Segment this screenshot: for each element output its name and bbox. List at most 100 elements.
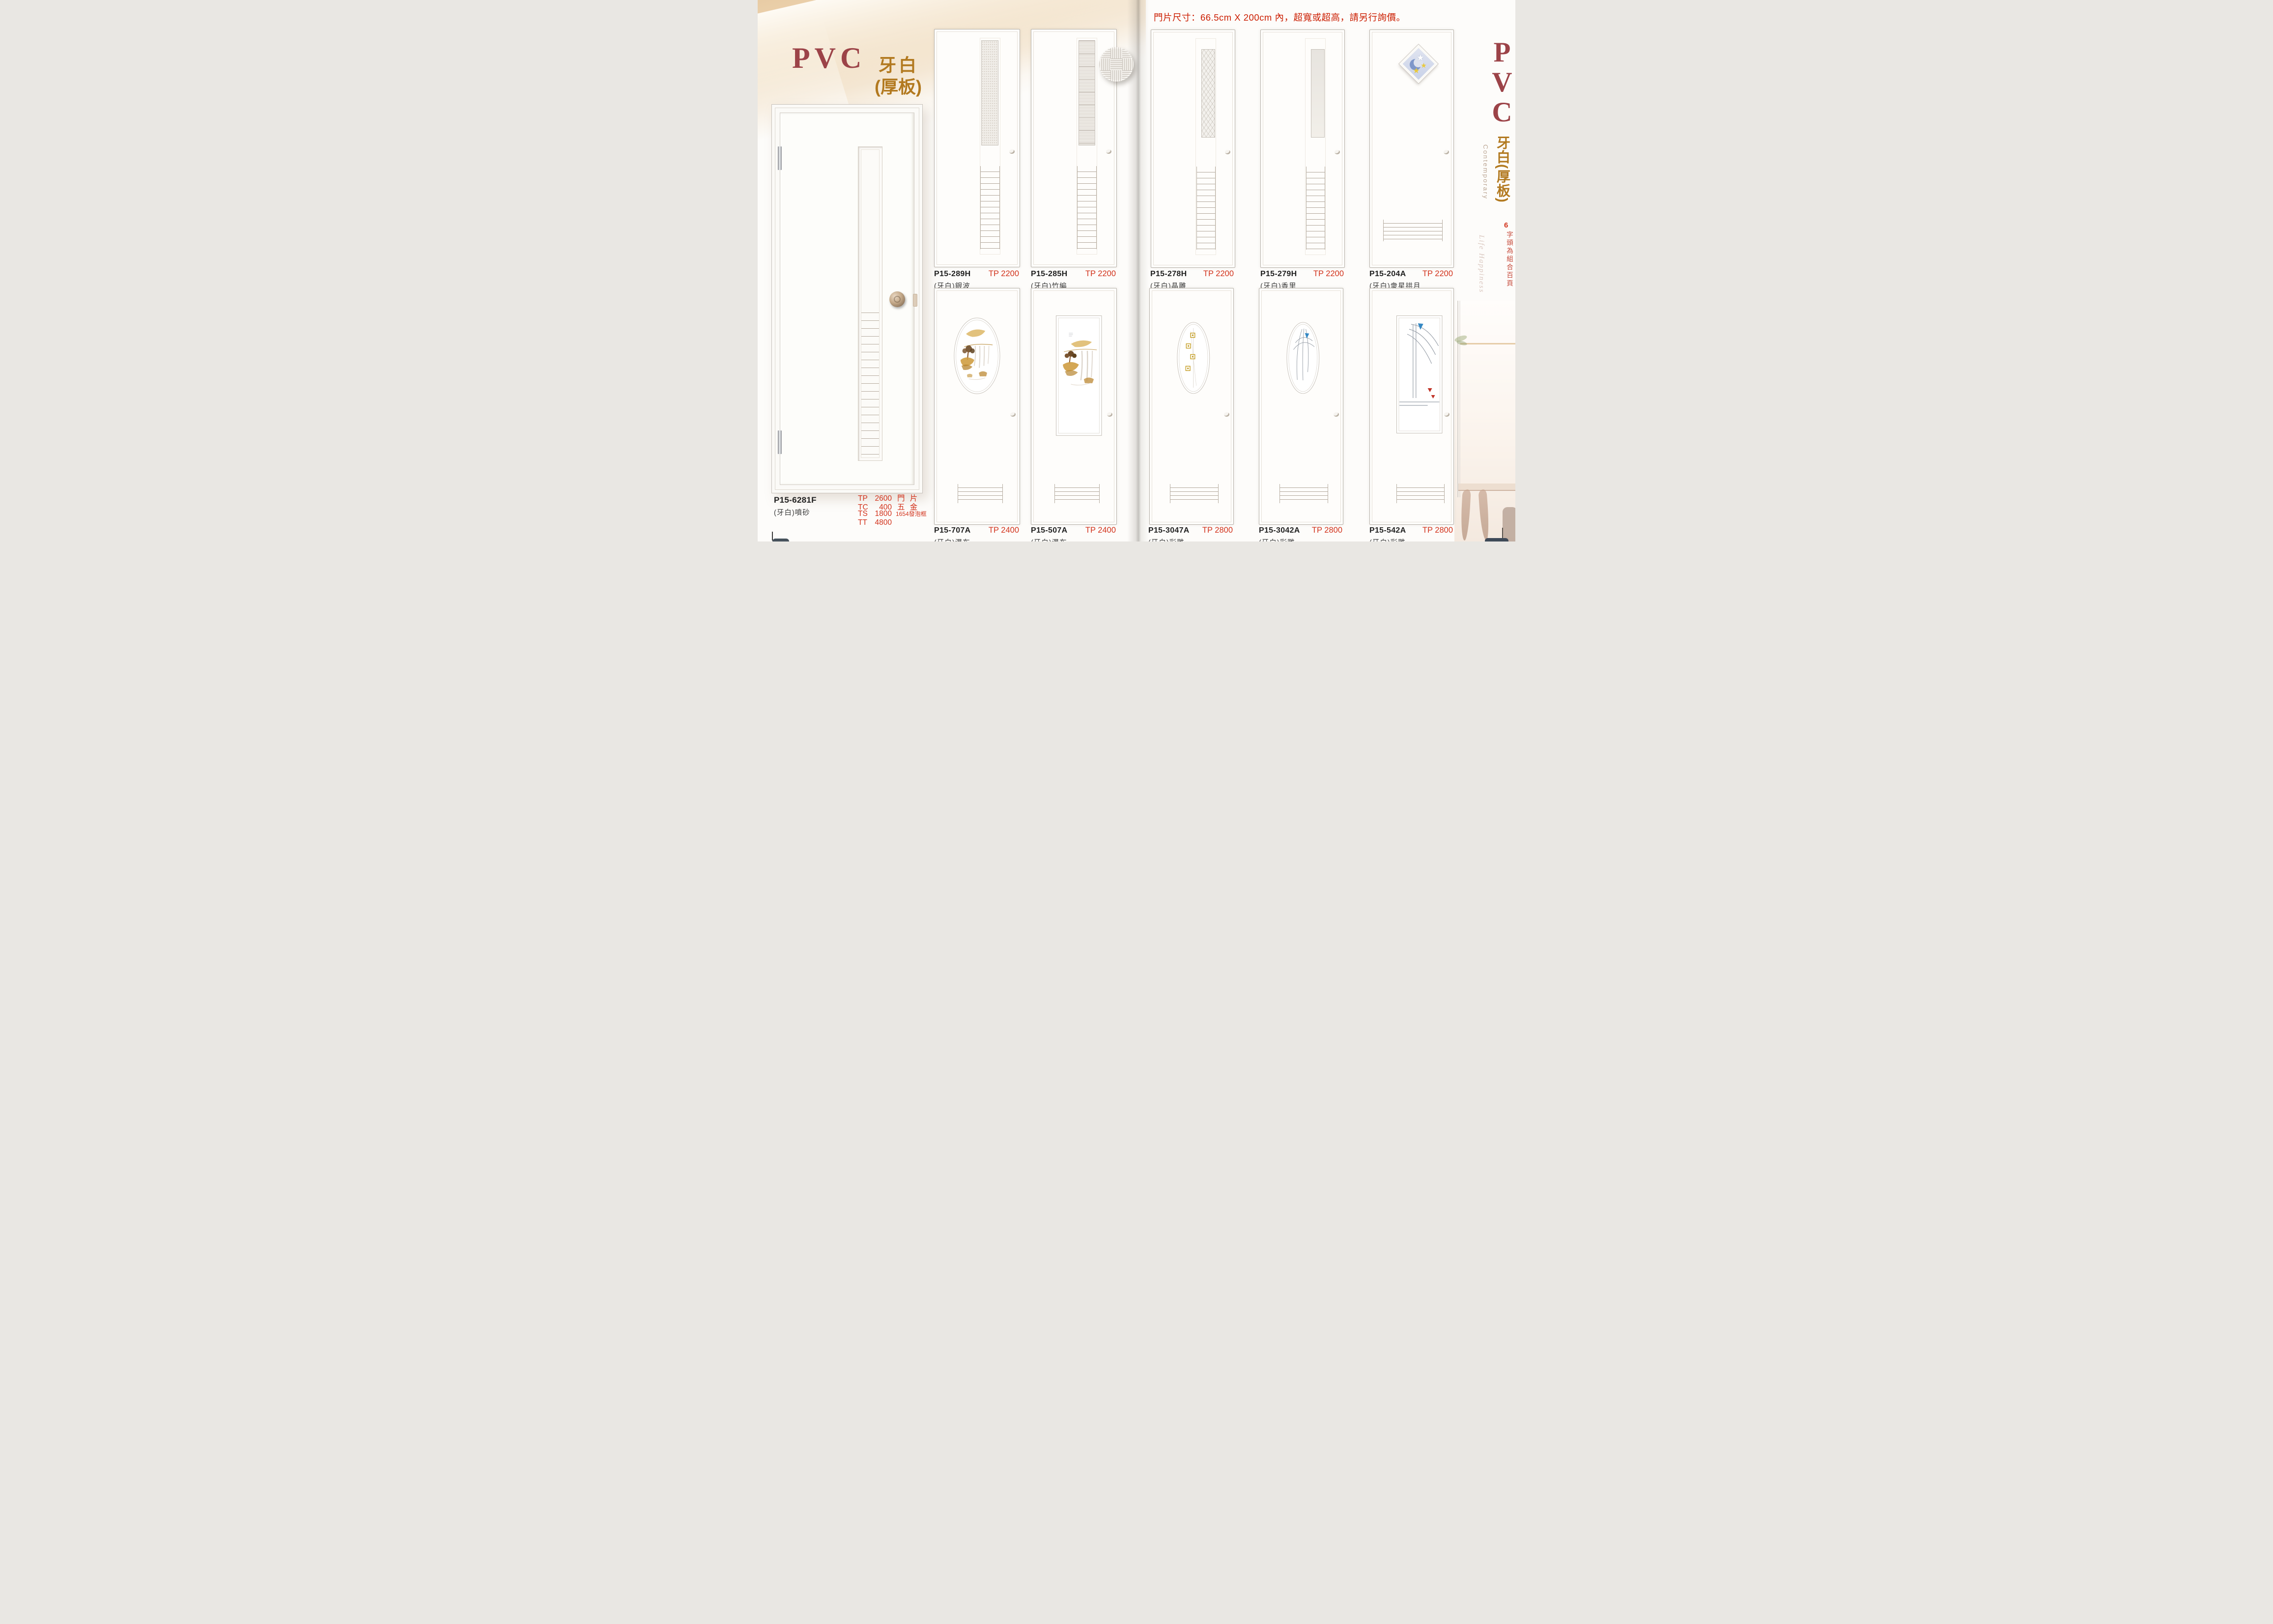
- door-knob: [1010, 412, 1016, 417]
- product-label: P15-542A TP 2800 (牙白)彩雕: [1369, 526, 1453, 541]
- sidebar-letter: P: [1493, 37, 1511, 68]
- product-price: TP 2400: [988, 526, 1019, 535]
- door-inner-line: [1152, 290, 1231, 522]
- door-knob: [889, 291, 905, 307]
- door-knob: [1334, 149, 1340, 154]
- door-image-p15-507a: [1031, 288, 1117, 525]
- product-code: P15-289H: [934, 270, 971, 278]
- photo-line: [772, 532, 773, 541]
- price-row: TC 400 五 金: [858, 501, 941, 512]
- product-code: P15-3042A: [1259, 526, 1300, 535]
- rect-waterfall-art: [1056, 315, 1102, 436]
- door-inner-line: [1372, 290, 1451, 522]
- door-image-p15-3047a: [1149, 288, 1234, 525]
- sidebar-letter: C: [1492, 97, 1512, 128]
- glass-panel: [981, 40, 998, 146]
- door-knob: [1009, 149, 1015, 154]
- door-inner-line: [937, 290, 1018, 522]
- door-image-p15-204a: ★ ★ ★: [1369, 29, 1454, 268]
- price-label: TC: [858, 503, 868, 512]
- product-name: (牙白)瀑布: [1031, 537, 1116, 541]
- product-code: P15-285H: [1031, 270, 1068, 278]
- weave-patch: [1110, 58, 1122, 70]
- product-code: P15-278H: [1150, 270, 1187, 278]
- louver-vent: [861, 305, 879, 456]
- star-icon: ★: [1417, 53, 1424, 63]
- sidebar-letter: V: [1492, 67, 1512, 98]
- price-label: TP: [858, 494, 868, 503]
- door-knob: [1334, 412, 1339, 417]
- product-price: TP 2200: [1203, 269, 1234, 278]
- sidebar-tagline: Life Happiness: [1477, 235, 1485, 293]
- rect-fan-art: [1396, 315, 1443, 434]
- catalog-page: 門片尺寸：66.5cm X 200cm 內，超寬或超高，請另行詢價。 PVC 牙…: [758, 0, 1515, 541]
- price-note: 五 金: [897, 503, 919, 512]
- louver-vent: [957, 484, 1003, 503]
- hinge-icon: [778, 430, 782, 454]
- louver-vent: [980, 166, 1000, 249]
- panel-bevel: [861, 149, 880, 458]
- sidebar-color-board: 牙白(厚板): [1495, 136, 1510, 203]
- texture-detail-circle: [1099, 47, 1134, 82]
- recessed-field: [979, 37, 1001, 255]
- door-image-p15-278h: [1151, 29, 1235, 268]
- door-image-p15-3042a: [1259, 288, 1343, 525]
- product-label: P15-707A TP 2400 (牙白)瀑布: [934, 526, 1019, 541]
- weave-patch: [1122, 58, 1134, 70]
- product-price: TP 2400: [1085, 526, 1116, 535]
- product-code: P15-279H: [1260, 270, 1297, 278]
- series-note: 字頭為組合百頁: [1506, 231, 1513, 288]
- oval-squares-art: [1176, 321, 1211, 395]
- door-inner-line: [1261, 290, 1341, 522]
- door-inner-line: [1033, 290, 1114, 522]
- glass-panel: [1201, 49, 1215, 138]
- louver-vent: [1054, 484, 1100, 503]
- product-price: TP 2800: [1202, 526, 1233, 535]
- featured-label: P15-6281F (牙白)噴砂: [774, 495, 855, 517]
- price-row: TT 4800: [858, 518, 941, 527]
- door-inner-line: [1372, 32, 1451, 265]
- door-image-p15-279h: [1260, 29, 1345, 268]
- frame-molding: [775, 108, 919, 490]
- product-price: TP 2800: [1422, 526, 1453, 535]
- recessed-field: [1305, 38, 1326, 256]
- sidebar-brand: P V C: [1488, 37, 1515, 127]
- louver-vent: [1196, 166, 1216, 250]
- table-leg: [1460, 489, 1471, 541]
- sidebar-contemporary: Contemporary: [1482, 144, 1489, 200]
- product-price: TP 2200: [1085, 269, 1116, 278]
- door-knob: [1443, 149, 1449, 154]
- room-photo-fragment: [1454, 301, 1515, 541]
- product-price: TP 2200: [1313, 269, 1344, 278]
- product-name: (牙白)瀑布: [934, 537, 1019, 541]
- price-value: 2600: [875, 494, 892, 503]
- product-code: P15-707A: [934, 526, 971, 535]
- price-value: 400: [879, 503, 892, 512]
- star-icon: ★: [1413, 67, 1420, 76]
- door-knob: [1224, 149, 1230, 154]
- door-inner-line: [1263, 32, 1342, 265]
- glass-panel: [1079, 40, 1095, 146]
- door-inner-line: [1033, 31, 1114, 265]
- price-note: 1654發泡框: [896, 511, 927, 517]
- product-name: (牙白)彩雕: [1369, 537, 1453, 541]
- brand-pvc: PVC: [792, 42, 866, 74]
- weave-patch: [1110, 47, 1122, 59]
- louver-vent: [1077, 166, 1097, 249]
- louver-vent: [1396, 484, 1445, 503]
- hinge-icon: [778, 146, 782, 170]
- dark-object: [1485, 538, 1508, 541]
- recessed-field: [1195, 38, 1217, 256]
- product-code: P15-6281F: [774, 495, 817, 505]
- diamond-ornament: ★ ★ ★: [1398, 44, 1439, 85]
- weave-patch: [1099, 58, 1111, 70]
- page-title: PVC 牙白 (厚板): [792, 43, 939, 97]
- product-price: TP 2200: [1422, 269, 1453, 278]
- product-price: TP 2800: [1311, 526, 1342, 535]
- product-code: P15-542A: [1369, 526, 1406, 535]
- table-top: [1458, 484, 1515, 491]
- product-code: P15-507A: [1031, 526, 1068, 535]
- louver-vent: [1306, 166, 1326, 250]
- door-image-p15-289h: [934, 29, 1020, 267]
- door-knob: [1107, 412, 1112, 417]
